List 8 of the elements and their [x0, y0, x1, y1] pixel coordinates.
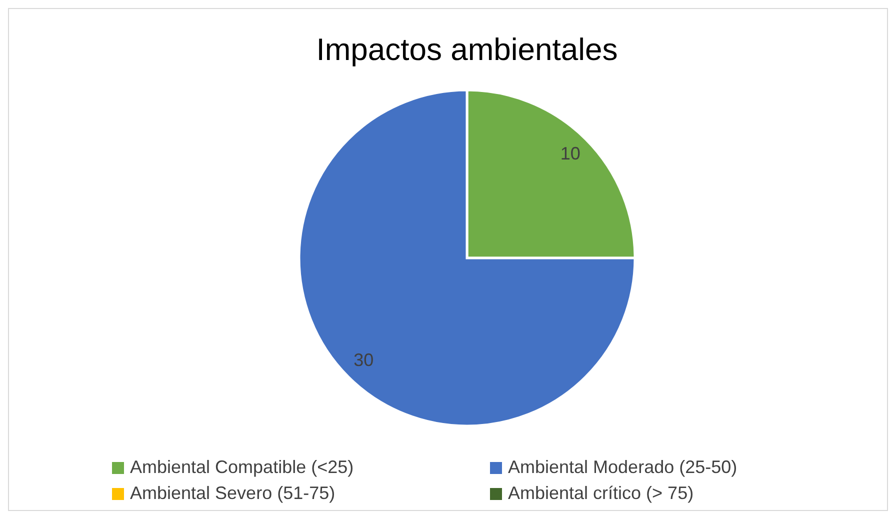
pie-slice: [298, 88, 636, 428]
data-label: 30: [354, 350, 374, 370]
legend-label: Ambiental crítico (> 75): [508, 482, 694, 503]
legend-label: Ambiental Compatible (<25): [130, 456, 354, 477]
data-label: 10: [560, 143, 580, 164]
legend-label: Ambiental Severo (51-75): [130, 482, 336, 503]
legend-label: Ambiental Moderado (25-50): [508, 456, 738, 477]
chart-title: Impactos ambientales: [316, 32, 618, 67]
